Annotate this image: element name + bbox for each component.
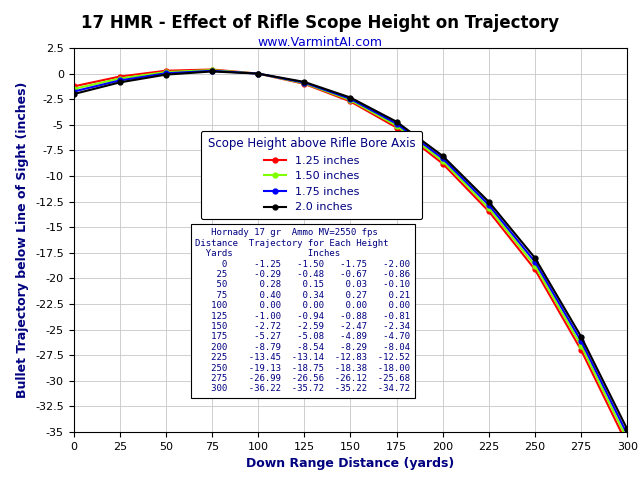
1.75 inches: [393, 121, 401, 127]
1.25 inches: [439, 161, 447, 167]
1.75 inches: [439, 156, 447, 161]
2.0 inches: [623, 426, 631, 432]
1.50 inches: [577, 343, 585, 348]
Line: 1.50 inches: 1.50 inches: [71, 68, 630, 442]
1.25 inches: [300, 81, 308, 87]
1.50 inches: [300, 80, 308, 86]
Line: 1.25 inches: 1.25 inches: [71, 67, 630, 447]
Text: 17 HMR - Effect of Rifle Scope Height on Trajectory: 17 HMR - Effect of Rifle Scope Height on…: [81, 14, 559, 33]
2.0 inches: [162, 72, 170, 77]
Text: www.VarmintAI.com: www.VarmintAI.com: [257, 36, 383, 49]
2.0 inches: [116, 80, 124, 85]
1.50 inches: [347, 97, 355, 103]
Line: 2.0 inches: 2.0 inches: [71, 69, 630, 432]
1.50 inches: [116, 76, 124, 82]
1.75 inches: [300, 80, 308, 85]
1.50 inches: [439, 158, 447, 164]
Line: 1.75 inches: 1.75 inches: [71, 69, 630, 437]
2.0 inches: [300, 79, 308, 85]
1.25 inches: [577, 347, 585, 353]
1.25 inches: [531, 266, 539, 272]
1.75 inches: [485, 202, 493, 208]
1.50 inches: [485, 205, 493, 211]
2.0 inches: [485, 199, 493, 204]
X-axis label: Down Range Distance (yards): Down Range Distance (yards): [246, 457, 454, 470]
2.0 inches: [347, 95, 355, 100]
1.75 inches: [531, 259, 539, 264]
Y-axis label: Bullet Trajectory below Line of Sight (inches): Bullet Trajectory below Line of Sight (i…: [17, 82, 29, 398]
1.50 inches: [531, 263, 539, 268]
1.50 inches: [623, 436, 631, 442]
1.25 inches: [347, 98, 355, 104]
1.75 inches: [70, 89, 77, 95]
1.25 inches: [208, 67, 216, 72]
1.25 inches: [116, 74, 124, 80]
2.0 inches: [393, 119, 401, 125]
1.25 inches: [254, 71, 262, 76]
1.25 inches: [623, 442, 631, 447]
2.0 inches: [577, 334, 585, 339]
2.0 inches: [439, 153, 447, 159]
1.75 inches: [254, 71, 262, 76]
1.50 inches: [208, 67, 216, 73]
1.25 inches: [70, 84, 77, 89]
2.0 inches: [254, 71, 262, 76]
2.0 inches: [531, 255, 539, 261]
1.75 inches: [577, 338, 585, 344]
1.75 inches: [162, 71, 170, 76]
1.25 inches: [485, 208, 493, 214]
Text: Hornady 17 gr  Ammo MV=2550 fps
Distance  Trajectory for Each Height
  Yards    : Hornady 17 gr Ammo MV=2550 fps Distance …: [195, 228, 410, 394]
1.25 inches: [393, 125, 401, 131]
1.75 inches: [623, 432, 631, 437]
1.75 inches: [347, 96, 355, 102]
1.50 inches: [393, 123, 401, 129]
1.25 inches: [162, 68, 170, 73]
1.50 inches: [162, 69, 170, 75]
1.75 inches: [116, 78, 124, 84]
Legend: 1.25 inches, 1.50 inches, 1.75 inches, 2.0 inches: 1.25 inches, 1.50 inches, 1.75 inches, 2…: [201, 131, 422, 219]
1.75 inches: [208, 68, 216, 74]
1.50 inches: [70, 86, 77, 92]
2.0 inches: [70, 91, 77, 97]
2.0 inches: [208, 69, 216, 74]
1.50 inches: [254, 71, 262, 76]
